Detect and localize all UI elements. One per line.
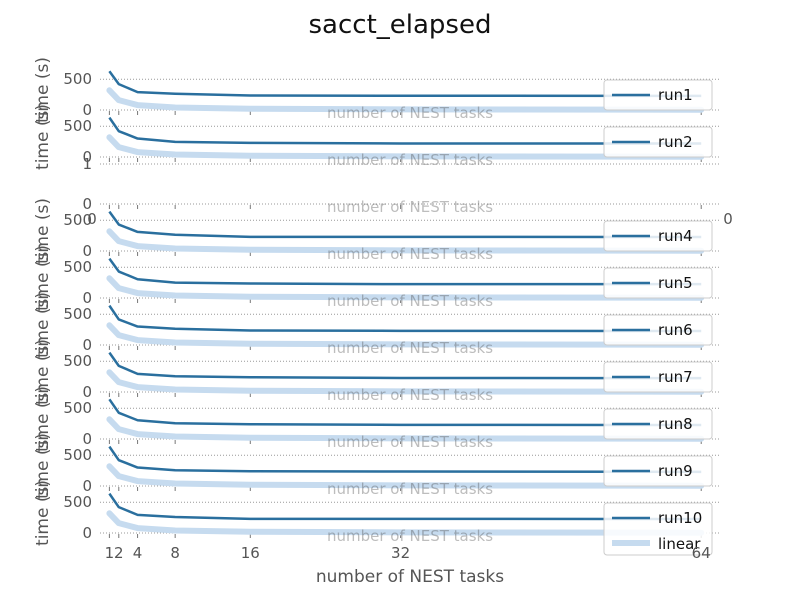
y-tick-label: 0	[82, 195, 92, 213]
panel-run1: 0 500 run1 time (s) number of NEST tasks	[33, 57, 720, 123]
x-tick-label: 0	[87, 210, 97, 228]
legend-entry-linear: linear	[658, 535, 701, 553]
chart-title: sacct_elapsed	[309, 10, 492, 40]
x-tick-label: 0	[723, 210, 733, 228]
x-tick-label: 1	[105, 544, 115, 562]
y-tick-label: 500	[63, 305, 92, 323]
legend-box	[603, 79, 713, 111]
legend-box	[603, 220, 713, 252]
y-axis-label: time (s)	[33, 339, 53, 405]
y-axis-label: time (s)	[33, 57, 53, 123]
y-tick-label: 500	[63, 399, 92, 417]
y-tick-label: 0	[82, 242, 92, 260]
legend-entry: run9	[658, 462, 693, 480]
legend-entry: run5	[658, 274, 693, 292]
x-axis-label-ghost: number of NEST tasks	[327, 198, 493, 216]
x-tick-label: 8	[170, 544, 180, 562]
legend-entry: run4	[658, 227, 693, 245]
y-axis-label: time (s)	[33, 104, 53, 170]
x-axis-label-ghost: number of NEST tasks	[327, 527, 493, 545]
y-tick-label: 0	[82, 477, 92, 495]
x-axis-label-ghost: number of NEST tasks	[327, 104, 493, 122]
x-tick-label: 4	[133, 544, 143, 562]
y-tick-label: 500	[63, 258, 92, 276]
y-tick-label: 500	[63, 493, 92, 511]
x-tick-label: 16	[241, 544, 260, 562]
legend-entry: run2	[658, 133, 693, 151]
y-axis-label: time (s)	[33, 245, 53, 311]
legend-box	[603, 314, 713, 346]
legend-entry: run1	[658, 86, 693, 104]
y-axis-label: time (s)	[33, 292, 53, 358]
y-tick-label: 1	[82, 155, 92, 173]
y-tick-label: 0	[82, 101, 92, 119]
y-tick-label: 500	[63, 117, 92, 135]
x-axis-label-ghost: number of NEST tasks	[327, 339, 493, 357]
legend-box	[603, 361, 713, 393]
y-tick-label: 0	[82, 383, 92, 401]
y-axis-label: time (s)	[33, 386, 53, 452]
x-axis-label-ghost: number of NEST tasks	[327, 386, 493, 404]
x-tick-label: 64	[692, 544, 711, 562]
x-axis-label-ghost: number of NEST tasks	[327, 480, 493, 498]
y-axis-label: time (s)	[33, 480, 53, 546]
x-tick-label: 32	[391, 544, 410, 562]
legend-box	[603, 267, 713, 299]
legend-box	[603, 408, 713, 440]
y-axis-label: time (s)	[33, 198, 53, 264]
legend-entry: run8	[658, 415, 693, 433]
y-axis-label: time (s)	[33, 433, 53, 499]
y-tick-label: 0	[82, 524, 92, 542]
legend-entry: run7	[658, 368, 693, 386]
x-axis-label-ghost: number of NEST tasks	[327, 292, 493, 310]
y-tick-label: 500	[63, 211, 92, 229]
y-tick-label: 500	[63, 446, 92, 464]
x-axis-label-ghost: number of NEST tasks	[327, 151, 493, 169]
y-tick-label: 0	[82, 430, 92, 448]
x-axis-label: number of NEST tasks	[316, 567, 504, 587]
x-axis-label-ghost: number of NEST tasks	[327, 433, 493, 451]
legend-box	[603, 126, 713, 158]
y-tick-label: 0	[82, 289, 92, 307]
legend-box	[603, 455, 713, 487]
y-tick-label: 0	[82, 336, 92, 354]
x-axis-label-ghost: number of NEST tasks	[327, 245, 493, 263]
y-tick-label: 500	[63, 352, 92, 370]
y-tick-label: 0	[82, 148, 92, 166]
legend-entry: run10	[658, 509, 702, 527]
y-tick-label: 500	[63, 70, 92, 88]
legend-entry: run6	[658, 321, 693, 339]
x-tick-label: 2	[114, 544, 124, 562]
